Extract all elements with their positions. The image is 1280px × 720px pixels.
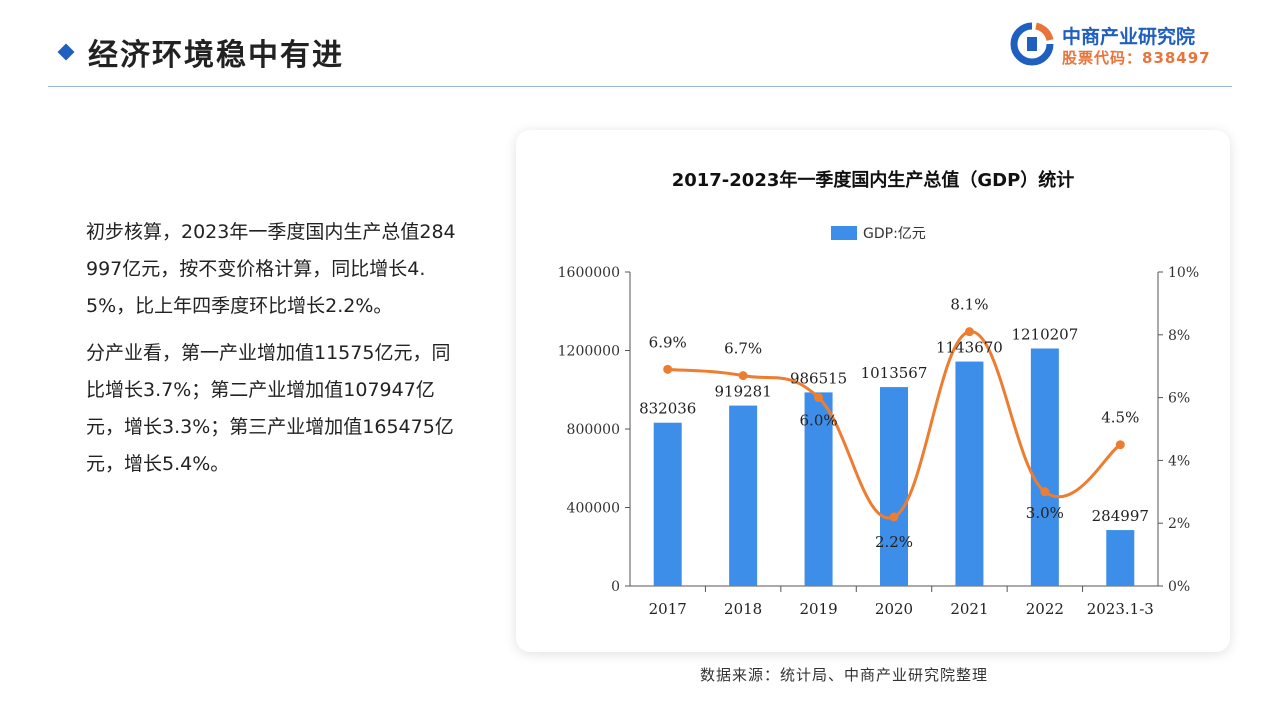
x-tick-label: 2017: [649, 600, 687, 618]
bar-value-label: 1210207: [1011, 325, 1078, 343]
line-value-label: 2.2%: [875, 533, 913, 551]
plot-area: 0 400000 800000 1200000 1600000 0% 2% 4% 6% 8% 10%…: [558, 265, 1199, 618]
y-left-tick-label: 1200000: [558, 344, 620, 360]
logo-name: 中商产业研究院: [1062, 26, 1196, 48]
line-value-label: 6.0%: [800, 412, 838, 430]
gdp-bar: [880, 387, 908, 586]
gdp-bar: [804, 392, 833, 586]
x-tick-label: 2018: [724, 600, 762, 618]
page-title: 经济环境稳中有进: [88, 38, 344, 73]
y-right-tick-label: 6%: [1168, 391, 1190, 407]
y-right-tick-label: 8%: [1168, 328, 1190, 344]
gdp-bar: [1106, 530, 1135, 586]
line-value-label: 6.9%: [649, 333, 687, 351]
logo-stock-code: 股票代码：838497: [1062, 49, 1211, 67]
gdp-bar: [729, 405, 758, 586]
line-value-label: 8.1%: [950, 296, 988, 314]
y-right-tick-label: 0%: [1168, 579, 1190, 595]
x-tick-label: 2020: [875, 600, 913, 618]
bar-value-label: 1143670: [936, 339, 1003, 357]
summary-paragraph-gdp: 初步核算，2023年一季度国内生产总值284997亿元，按不变价格计算，同比增长…: [86, 221, 456, 317]
summary-paragraph-industries: 分产业看，第一产业增加值11575亿元，同比增长3.7%；第二产业增加值1079…: [86, 342, 454, 475]
chart-title: 2017-2023年一季度国内生产总值（GDP）统计: [672, 169, 1075, 191]
bar-value-label: 284997: [1092, 507, 1149, 525]
growth-rate-point: [964, 327, 974, 337]
x-tick-label: 2021: [950, 600, 988, 618]
x-tick-label: 2023.1-3: [1087, 600, 1154, 618]
bar-value-label: 1013567: [861, 364, 928, 382]
gdp-bar: [955, 361, 984, 586]
bar-value-label: 832036: [639, 400, 696, 418]
bar-value-label: 986515: [790, 369, 847, 387]
bar-value-label: 919281: [715, 383, 772, 401]
y-right-tick-label: 10%: [1168, 265, 1199, 281]
line-value-label: 3.0%: [1026, 504, 1064, 522]
line-value-label: 4.5%: [1101, 409, 1139, 427]
data-source: 数据来源：统计局、中商产业研究院整理: [700, 666, 989, 684]
y-left-tick-label: 800000: [567, 422, 620, 438]
company-logo-icon: [1010, 22, 1054, 66]
line-value-label: 6.7%: [724, 340, 762, 358]
growth-rate-point: [814, 393, 824, 403]
y-right-tick-label: 2%: [1168, 516, 1190, 532]
legend-label: GDP:亿元: [863, 226, 926, 242]
x-tick-label: 2019: [799, 600, 837, 618]
y-right-tick-label: 4%: [1168, 453, 1190, 469]
y-left-tick-label: 0: [611, 579, 620, 595]
growth-rate-point: [738, 371, 748, 381]
growth-rate-point: [663, 364, 673, 374]
title-diamond-icon: [57, 43, 75, 61]
gdp-bar: [653, 422, 682, 586]
company-logo: 中商产业研究院 股票代码：838497: [1010, 20, 1240, 68]
header-divider: [48, 86, 1232, 87]
x-tick-label: 2022: [1026, 600, 1064, 618]
y-left-tick-label: 1600000: [558, 265, 620, 281]
legend-swatch: [831, 226, 857, 240]
y-left-tick-label: 400000: [567, 501, 620, 517]
summary-text: 初步核算，2023年一季度国内生产总值284997亿元，按不变价格计算，同比增长…: [86, 214, 456, 493]
growth-rate-point: [1115, 440, 1125, 450]
gdp-chart: 2017-2023年一季度国内生产总值（GDP）统计 GDP:亿元 0 40000…: [558, 169, 1199, 618]
chart-card: 2017-2023年一季度国内生产总值（GDP）统计 GDP:亿元 0 40000…: [516, 130, 1230, 652]
growth-rate-point: [889, 512, 899, 522]
gdp-bar: [1030, 348, 1059, 586]
growth-rate-point: [1040, 487, 1050, 497]
